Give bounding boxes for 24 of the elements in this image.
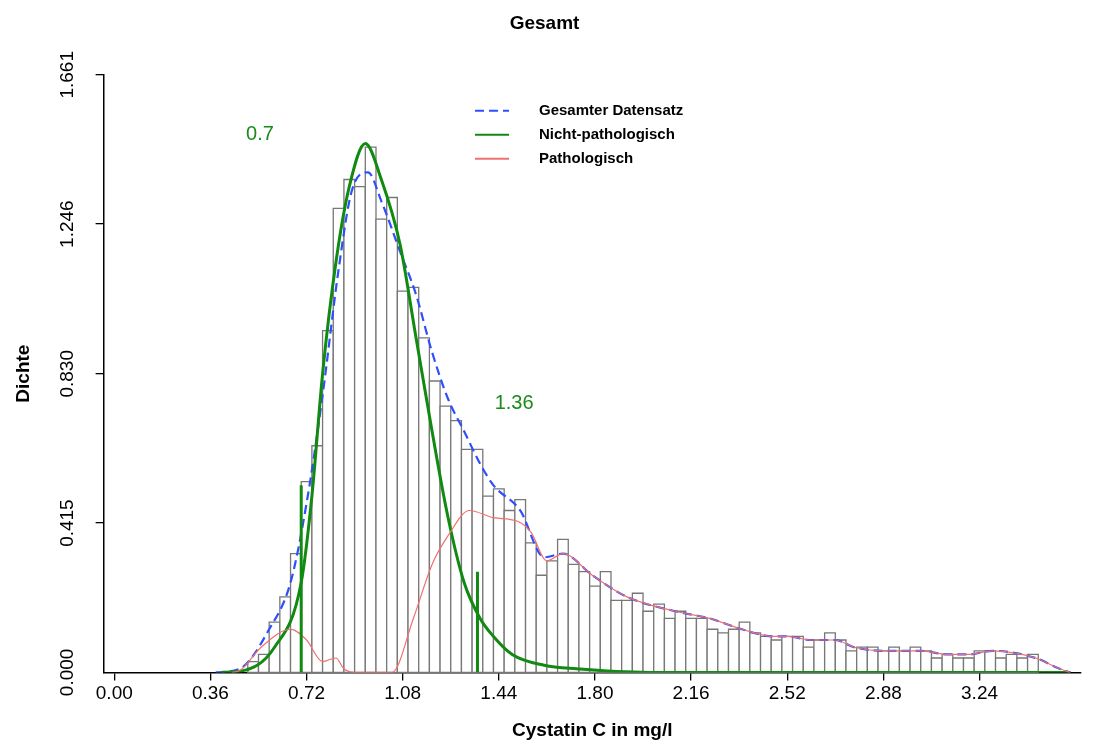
x-tick-label: 2.16 [672, 682, 710, 704]
line-series [231, 509, 1071, 673]
x-axis-title: Cystatin C in mg/l [512, 718, 673, 740]
x-tick-label: 1.44 [480, 682, 518, 704]
legend-label: Pathologisch [539, 148, 634, 166]
legend-label: Gesamter Datensatz [539, 100, 684, 118]
legend-label: Nicht-pathologisch [539, 124, 675, 142]
x-tick-label: 2.52 [768, 682, 806, 704]
y-tick-label: 1.661 [56, 51, 78, 99]
x-tick-label: 3.24 [961, 682, 999, 704]
x-tick-label: 0.00 [95, 682, 133, 704]
annotation: 1.36 [494, 391, 534, 413]
y-tick-label: 0.830 [56, 350, 78, 398]
y-tick-label: 0.415 [56, 499, 78, 547]
x-tick-label: 0.36 [191, 682, 229, 704]
x-tick-label: 2.88 [864, 682, 902, 704]
x-tick-label: 1.80 [576, 682, 614, 704]
x-tick-label: 0.72 [288, 682, 326, 704]
chart-title: Gesamt [509, 11, 581, 33]
annotation: 0.7 [246, 122, 274, 145]
y-axis-title: Dichte [11, 344, 33, 403]
y-tick-label: 0.000 [56, 648, 78, 697]
x-tick-label: 1.08 [384, 682, 422, 704]
y-tick-label: 1.246 [56, 200, 78, 248]
